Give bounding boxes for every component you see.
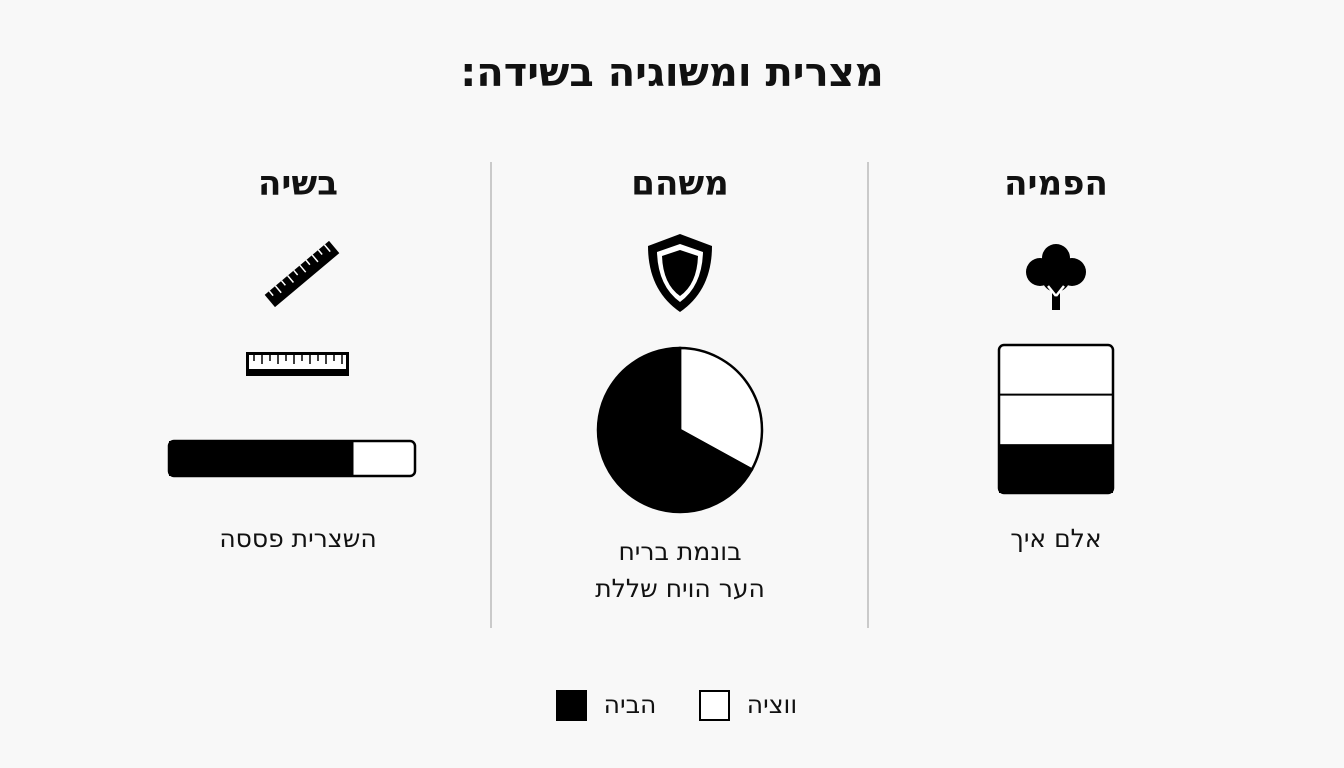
column-heading: בשיה: [258, 164, 338, 204]
legend-label: הביה: [604, 690, 657, 719]
legend-swatch: [699, 690, 730, 721]
stack-outline: [997, 343, 1115, 495]
pie-slice-empty: [678, 346, 764, 472]
title: מצרית ומשוגיה בשידה:: [460, 50, 883, 96]
legend-swatch: [556, 690, 587, 721]
ruler-icon: [246, 352, 349, 376]
caption: הער הויח שללת: [595, 574, 765, 603]
tree-icon: [1026, 244, 1086, 310]
caption: אלם איך: [1010, 524, 1101, 553]
bar-empty: [353, 441, 415, 476]
bar-filled: [169, 441, 354, 476]
ruler-icon: [264, 240, 340, 308]
column-heading: הפמיה: [1004, 164, 1108, 204]
legend-label: ווציה: [747, 690, 797, 719]
shield-icon: [648, 234, 712, 312]
caption: בונמת בריח: [618, 537, 741, 566]
pie-slice-filled: [596, 346, 754, 514]
column-heading: משהם: [631, 164, 728, 204]
legend: הביה ווציה: [556, 690, 797, 721]
stack-filled: [999, 444, 1113, 493]
caption: השצרית פססה: [219, 524, 376, 553]
bar-outline: [167, 439, 417, 478]
